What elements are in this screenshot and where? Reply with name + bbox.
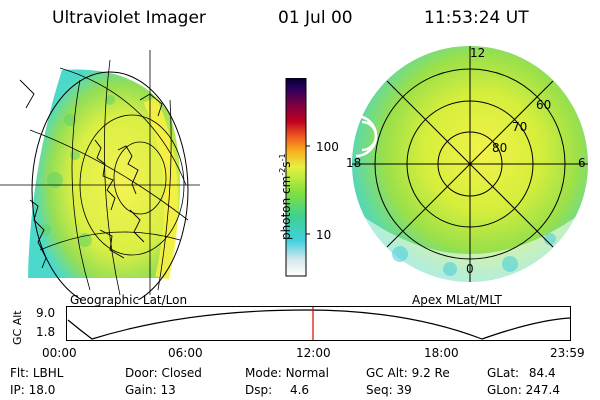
mlat-label-60: 60 — [536, 98, 552, 112]
terminator-band — [143, 97, 179, 280]
instrument-title: Ultraviolet Imager — [52, 8, 206, 28]
info-mode: Mode: Normal — [245, 366, 329, 380]
polar-image-panel — [352, 46, 588, 294]
info-gc-alt: GC Alt: 9.2 Re — [366, 366, 450, 380]
observation-time: 11:53:24 UT — [424, 8, 529, 28]
xtick-0600: 06:00 — [168, 346, 203, 360]
globe-limb — [31, 71, 189, 300]
altitude-ytick-low: 1.8 — [36, 325, 56, 339]
info-gain: Gain: 13 — [125, 383, 176, 397]
altitude-ylabel: GC Alt — [11, 310, 24, 345]
altitude-ytick-high: 9.0 — [36, 306, 56, 320]
mlt-label-0: 0 — [466, 262, 474, 276]
mlat-label-80: 80 — [492, 141, 508, 155]
right-panel-caption: Apex MLat/MLT — [412, 293, 502, 307]
xtick-2359: 23:59 — [550, 346, 585, 360]
info-flt: Flt: LBHL — [10, 366, 64, 380]
info-seq: Seq: 39 — [366, 383, 412, 397]
mlt-label-6: 6 — [578, 156, 586, 170]
xtick-1800: 18:00 — [424, 346, 459, 360]
xtick-1200: 12:00 — [296, 346, 331, 360]
info-glon: GLon: 247.4 — [487, 383, 560, 397]
geographic-image-panel — [0, 50, 200, 300]
colorbar-tick-10: 10 — [316, 228, 332, 242]
info-dsp: Dsp: 4.6 — [245, 383, 310, 397]
colorbar — [285, 78, 310, 277]
mlt-label-12: 12 — [470, 46, 486, 60]
colorbar-tick-100: 100 — [316, 140, 339, 154]
left-panel-caption: Geographic Lat/Lon — [70, 293, 188, 307]
info-door: Door: Closed — [125, 366, 202, 380]
observation-date: 01 Jul 00 — [278, 8, 353, 28]
info-glat: GLat: 84.4 — [487, 366, 556, 380]
altitude-plot — [66, 306, 571, 341]
mlt-label-18: 18 — [346, 156, 362, 170]
xtick-0000: 00:00 — [42, 346, 77, 360]
colorbar-unit-label: photon cm-2s-1 — [278, 153, 293, 240]
mlat-label-70: 70 — [512, 120, 528, 134]
altitude-curve — [67, 309, 571, 340]
info-ip: IP: 18.0 — [10, 383, 56, 397]
